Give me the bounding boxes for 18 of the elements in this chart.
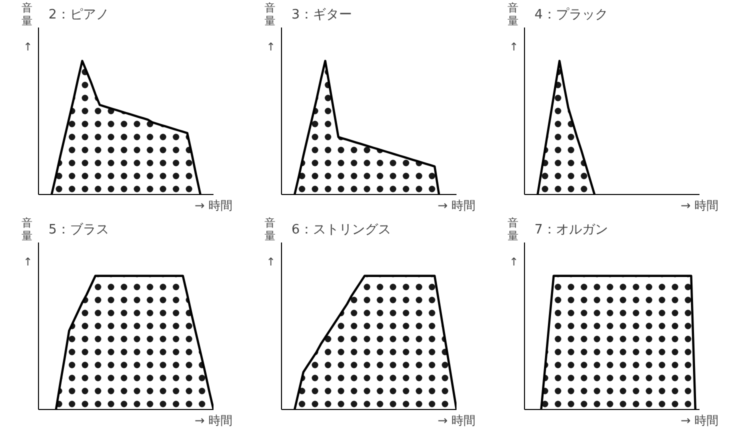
- y-axis-title: 音量 ↑: [264, 2, 276, 54]
- chart-title: 6：ストリングス: [292, 222, 391, 238]
- chart-title: 2：ピアノ: [48, 8, 109, 22]
- y-axis-title: 音量 ↑: [264, 216, 276, 268]
- chart-title: 3：ギター: [292, 8, 352, 22]
- x-axis-title: → 時間: [194, 414, 232, 428]
- chart-title: 5：ブラス: [48, 222, 109, 238]
- y-axis-title: 音量 ↑: [508, 216, 518, 268]
- x-axis-title: → 時間: [438, 198, 476, 212]
- x-axis-title: → 時間: [680, 198, 718, 212]
- x-axis-title: → 時間: [438, 414, 476, 428]
- y-axis-title: 音量 ↑: [22, 216, 32, 268]
- x-axis-title: → 時間: [194, 198, 232, 212]
- y-axis-title: 音量 ↑: [22, 2, 32, 54]
- x-axis-title: → 時間: [680, 414, 718, 428]
- chart-title: 4：プラック: [534, 8, 608, 22]
- chart-title: 7：オルガン: [534, 222, 608, 238]
- y-axis-title: 音量 ↑: [508, 2, 518, 54]
